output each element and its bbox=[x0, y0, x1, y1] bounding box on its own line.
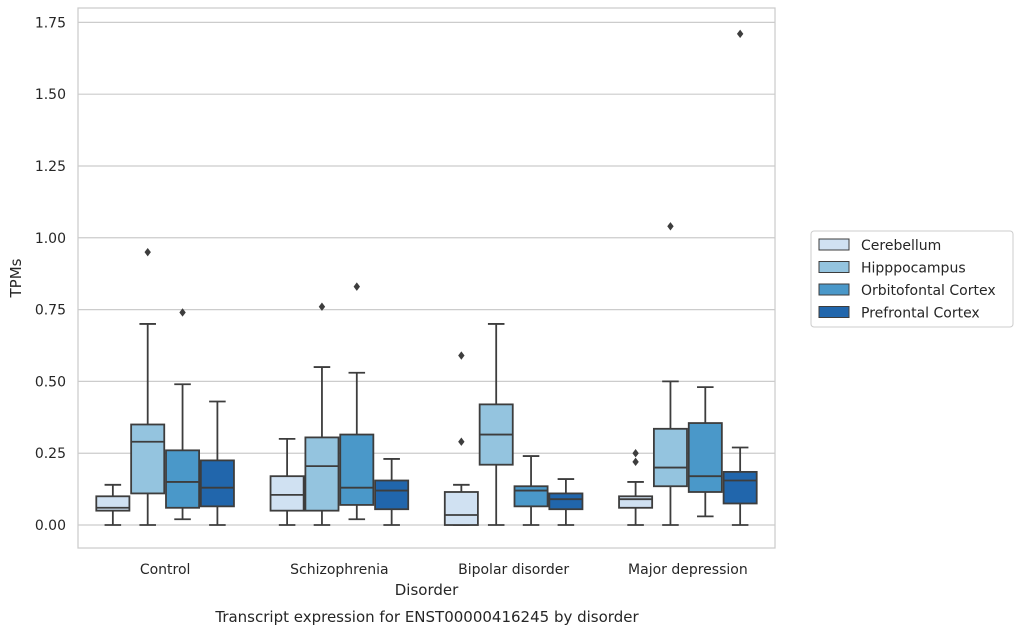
outlier-marker bbox=[179, 308, 186, 317]
y-tick-label: 0.25 bbox=[35, 446, 66, 462]
box-schizophrenia-hipppocampus bbox=[304, 302, 340, 526]
y-tick-label: 0.50 bbox=[35, 374, 66, 390]
y-tick-label: 1.00 bbox=[35, 231, 66, 247]
box-body bbox=[269, 475, 305, 512]
outlier-marker bbox=[632, 449, 639, 458]
y-tick-label: 1.75 bbox=[35, 15, 66, 31]
legend-entry: Hipppocampus bbox=[861, 261, 966, 277]
box-body bbox=[513, 485, 549, 508]
box-major-depression-cerebellum bbox=[618, 449, 654, 526]
box-major-depression-prefrontal-cortex bbox=[722, 29, 758, 526]
legend-frame bbox=[810, 230, 1014, 328]
y-tick-label: 1.25 bbox=[35, 159, 66, 175]
boxes bbox=[95, 29, 758, 526]
y-tick-label: 0.00 bbox=[35, 518, 66, 534]
outlier-marker bbox=[458, 351, 465, 360]
box-body bbox=[652, 427, 688, 488]
box-schizophrenia-cerebellum bbox=[269, 437, 305, 526]
outlier-marker bbox=[144, 247, 151, 257]
outlier-marker bbox=[667, 222, 674, 231]
box-body bbox=[687, 422, 723, 493]
legend-entry: Cerebellum bbox=[861, 238, 941, 254]
plot-frame bbox=[77, 7, 776, 549]
box-body bbox=[165, 449, 201, 509]
outlier-marker bbox=[458, 437, 465, 446]
box-schizophrenia-orbitofontal-cortex bbox=[339, 282, 375, 521]
box-body bbox=[722, 470, 758, 505]
box-control-cerebellum bbox=[95, 483, 131, 526]
y-tick-labels: 0.00 0.25 0.50 0.75 1.00 1.25 1.50 1.75 bbox=[35, 15, 66, 534]
box-body bbox=[304, 436, 340, 512]
outlier-marker bbox=[632, 457, 639, 467]
box-control-hipppocampus bbox=[130, 247, 166, 526]
box-control-prefrontal-cortex bbox=[199, 400, 235, 526]
legend-swatch bbox=[818, 261, 850, 273]
legend-entry: Orbitofontal Cortex bbox=[861, 283, 996, 299]
box-major-depression-hipppocampus bbox=[652, 222, 688, 526]
box-bipolar-disorder-cerebellum bbox=[443, 351, 479, 526]
y-axis-label: TPMs bbox=[7, 258, 25, 298]
x-tick-labels: Control Schizophrenia Bipolar disorder Majo… bbox=[140, 562, 748, 578]
box-bipolar-disorder-hipppocampus bbox=[478, 323, 514, 526]
outlier-marker bbox=[318, 302, 326, 311]
outlier-marker bbox=[736, 29, 744, 39]
box-body bbox=[618, 495, 654, 509]
x-tick-label: Control bbox=[140, 562, 191, 578]
box-body bbox=[130, 423, 166, 495]
x-tick-label: Major depression bbox=[628, 562, 748, 578]
box-body bbox=[374, 479, 410, 511]
chart-caption: Transcript expression for ENST0000041624… bbox=[214, 608, 639, 626]
box-body bbox=[443, 491, 479, 526]
legend-swatch bbox=[818, 238, 850, 251]
box-schizophrenia-prefrontal-cortex bbox=[374, 458, 410, 526]
box-body bbox=[339, 433, 375, 506]
box-body bbox=[548, 492, 584, 511]
y-tick-label: 0.75 bbox=[35, 303, 66, 319]
legend-swatch bbox=[818, 306, 850, 318]
x-tick-label: Schizophrenia bbox=[290, 562, 388, 578]
box-bipolar-disorder-orbitofontal-cortex bbox=[513, 455, 549, 526]
outlier-marker bbox=[353, 282, 360, 291]
x-tick-label: Bipolar disorder bbox=[458, 562, 569, 578]
box-body bbox=[199, 459, 235, 508]
legend-entry: Prefrontal Cortex bbox=[861, 306, 980, 322]
box-major-depression-orbitofontal-cortex bbox=[687, 386, 723, 518]
y-tick-label: 1.50 bbox=[35, 87, 66, 103]
legend-swatch bbox=[818, 283, 850, 296]
box-bipolar-disorder-prefrontal-cortex bbox=[548, 478, 584, 526]
box-control-orbitofontal-cortex bbox=[165, 308, 201, 521]
x-axis-label: Disorder bbox=[395, 581, 459, 599]
legend: Cerebellum Hipppocampus Orbitofontal Corte… bbox=[810, 230, 1014, 328]
